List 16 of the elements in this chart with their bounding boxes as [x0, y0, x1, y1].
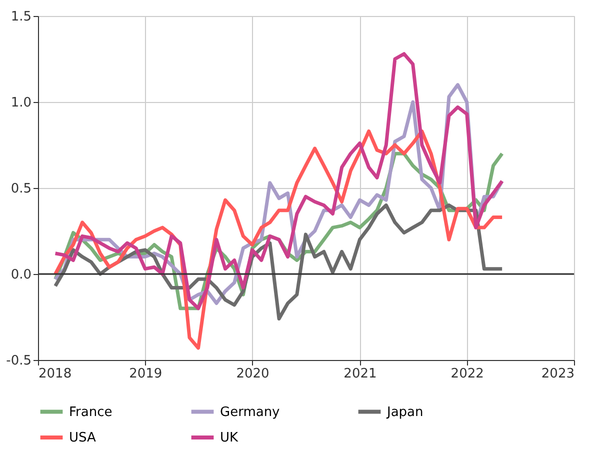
x-tick-label: 2018 [38, 366, 72, 382]
x-tick-label: 2021 [344, 366, 377, 382]
y-tick-label: -0.5 [6, 354, 32, 368]
legend-label: Japan [386, 404, 424, 420]
x-tick-label: 2019 [129, 366, 162, 382]
y-tick-label: 0.5 [10, 182, 32, 196]
legend-label: Germany [220, 404, 280, 420]
y-tick-label: 1.5 [10, 10, 32, 24]
legend-label: France [69, 404, 112, 420]
x-tick-label: 2022 [450, 366, 484, 382]
legend-label: UK [220, 430, 239, 446]
y-tick-label: 0.0 [10, 268, 32, 282]
legend-label: USA [69, 430, 96, 446]
x-tick-label: 2023 [541, 366, 574, 382]
x-tick-label: 2020 [236, 366, 270, 382]
y-tick-label: 1.0 [10, 96, 32, 110]
